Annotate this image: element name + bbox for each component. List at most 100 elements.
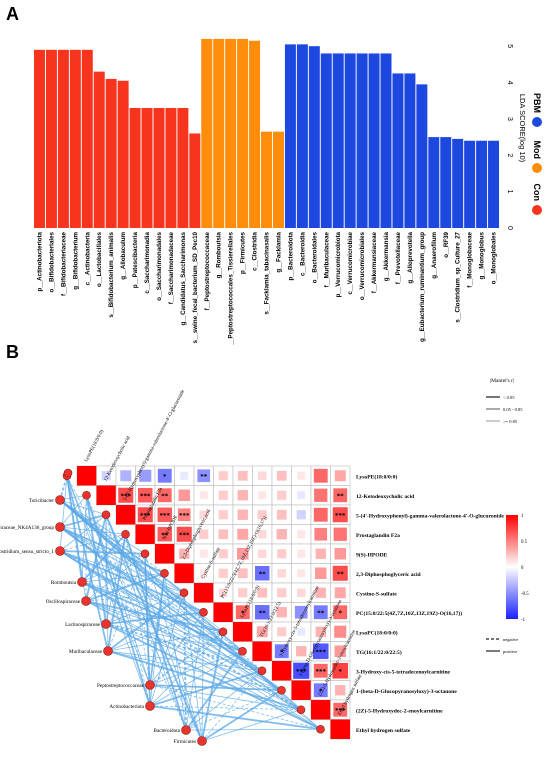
microbe-node bbox=[103, 646, 113, 656]
significance-label: *** bbox=[160, 512, 171, 520]
heatmap-cell bbox=[334, 625, 347, 638]
network-edge bbox=[85, 553, 146, 602]
heatmap-cell bbox=[297, 491, 306, 500]
metabolite-node bbox=[257, 666, 267, 676]
heatmap-cell bbox=[179, 548, 190, 559]
network-edge bbox=[66, 475, 109, 652]
y-axis-label: LDA SCORE(log 10) bbox=[518, 94, 527, 163]
metabolite-row-label: Ethyl hydrogen sulfate bbox=[356, 728, 411, 734]
heatmap-cell bbox=[334, 548, 346, 560]
category-tick-label: g__Facklamia bbox=[275, 231, 282, 272]
lda-bar-chart: p__Actinobacteriota o__Bifidobacteriales f… bbox=[34, 38, 542, 345]
significance-label: *** bbox=[140, 492, 151, 500]
heatmap-cell bbox=[257, 471, 267, 481]
metabolite-row-label: 1-(beta-D-Glucopyranosyloxy)-3-octanone bbox=[356, 688, 457, 695]
heatmap-cell bbox=[157, 527, 172, 542]
lda-bar bbox=[284, 44, 296, 228]
heatmap-cell bbox=[276, 607, 287, 618]
lda-bar bbox=[404, 73, 416, 228]
legend-label: PBM bbox=[532, 93, 542, 113]
network-edge bbox=[149, 631, 224, 707]
heatmap-cell bbox=[276, 509, 287, 520]
network-edge bbox=[105, 534, 126, 625]
category-tick-label: f__Peptostreptococcaceae bbox=[204, 231, 211, 310]
heatmap-cell bbox=[197, 469, 211, 483]
heatmap-cell bbox=[157, 507, 172, 522]
category-tick-label: f__Muribaculaceae bbox=[323, 231, 330, 287]
network-edge bbox=[201, 709, 302, 742]
heatmap-cell bbox=[294, 605, 308, 619]
lda-bar bbox=[320, 53, 332, 229]
heatmap-cell bbox=[157, 488, 172, 503]
lda-bar bbox=[213, 38, 225, 228]
significance-label: ** bbox=[337, 492, 345, 500]
metabolite-row-label: 9(S)-HPODE bbox=[356, 551, 388, 558]
heatmap-cell bbox=[276, 529, 287, 540]
lda-bar bbox=[81, 49, 93, 228]
microbe-label: Lachnospiraceae_NK4A136_group bbox=[0, 525, 54, 531]
significance-label: *** bbox=[316, 668, 327, 676]
lda-bar bbox=[69, 49, 81, 228]
lda-bar bbox=[117, 80, 129, 228]
network-edge bbox=[149, 631, 224, 686]
lda-bar bbox=[153, 108, 165, 228]
legend-label: Mod bbox=[532, 141, 542, 160]
significance-label: ** bbox=[161, 531, 169, 539]
lda-bar bbox=[344, 53, 356, 229]
heatmap-cell bbox=[118, 487, 134, 503]
heatmap-cell bbox=[237, 528, 249, 540]
category-tick-label: g__Akkermansia bbox=[383, 231, 390, 281]
heatmap-cell bbox=[315, 587, 326, 598]
network-edge bbox=[105, 623, 321, 731]
network-edge bbox=[149, 684, 321, 730]
colorbar-tick-label: 0 bbox=[521, 566, 524, 571]
network-edge bbox=[149, 684, 302, 711]
microbe-node bbox=[55, 495, 65, 505]
heatmap-cell bbox=[333, 702, 348, 717]
network-edge bbox=[185, 650, 244, 731]
microbe-label: Muribaculaceae bbox=[69, 649, 103, 655]
metabolite-row-label: 3-Hydroxy-cis-5-tetradecenoylcarnitine bbox=[356, 669, 451, 675]
network-edge bbox=[105, 514, 151, 707]
microbe-label: Actinobacteriota bbox=[109, 704, 144, 710]
metabolite-row-label: 2,3-Diphosphoglyceric acid bbox=[356, 572, 422, 578]
heatmap-cell bbox=[77, 466, 97, 486]
network-edge bbox=[201, 612, 204, 742]
heatmap-cell bbox=[199, 549, 208, 558]
category-tick-label: o__Peptostreptococcales_Tissierellales bbox=[228, 231, 235, 345]
colorbar-tick-label: -0.5 bbox=[521, 592, 529, 597]
network-edge bbox=[185, 728, 321, 731]
network-edge bbox=[85, 600, 243, 652]
heatmap-cell bbox=[218, 510, 228, 520]
legend-marker bbox=[532, 163, 542, 173]
category-tick-label: f__Prevotellaceae bbox=[395, 231, 402, 284]
network-edge bbox=[105, 623, 282, 691]
significance-label: *** bbox=[179, 531, 190, 539]
microbe-node bbox=[81, 596, 91, 606]
heatmap-cell bbox=[272, 661, 292, 681]
significance-label: *** bbox=[140, 512, 151, 520]
network-edge bbox=[66, 475, 151, 707]
heatmap-cell bbox=[218, 471, 228, 481]
network-edge bbox=[105, 514, 187, 731]
y-tick-label: 0 bbox=[506, 226, 513, 230]
mantel-legend-label: 0.05 - 0.85 bbox=[503, 407, 523, 412]
metabolite-node bbox=[277, 685, 286, 695]
network-edge bbox=[81, 581, 321, 730]
category-tick-label: c__Saccharimonadia bbox=[144, 231, 151, 293]
network-edge bbox=[59, 550, 204, 614]
metabolite-row-label: 5-(4'-Hydroxyphenyl)-gamma-valerolactone… bbox=[356, 512, 504, 519]
lda-bar bbox=[380, 53, 392, 229]
heatmap-cell bbox=[138, 488, 153, 503]
lda-bar bbox=[392, 73, 404, 228]
network-edge bbox=[85, 600, 302, 711]
microbe-node bbox=[145, 701, 155, 711]
category-tick-label: p__Bacteroidota bbox=[287, 231, 294, 280]
category-tick-label: o__RF39 bbox=[443, 231, 450, 257]
heatmap-cell bbox=[199, 491, 208, 500]
metabolite-row-label: 12-Ketodeoxycholic acid bbox=[356, 494, 415, 500]
significance-label: * bbox=[280, 648, 284, 656]
legend-marker bbox=[532, 205, 542, 215]
heatmap-cell bbox=[313, 605, 328, 620]
lda-bar bbox=[476, 140, 488, 228]
